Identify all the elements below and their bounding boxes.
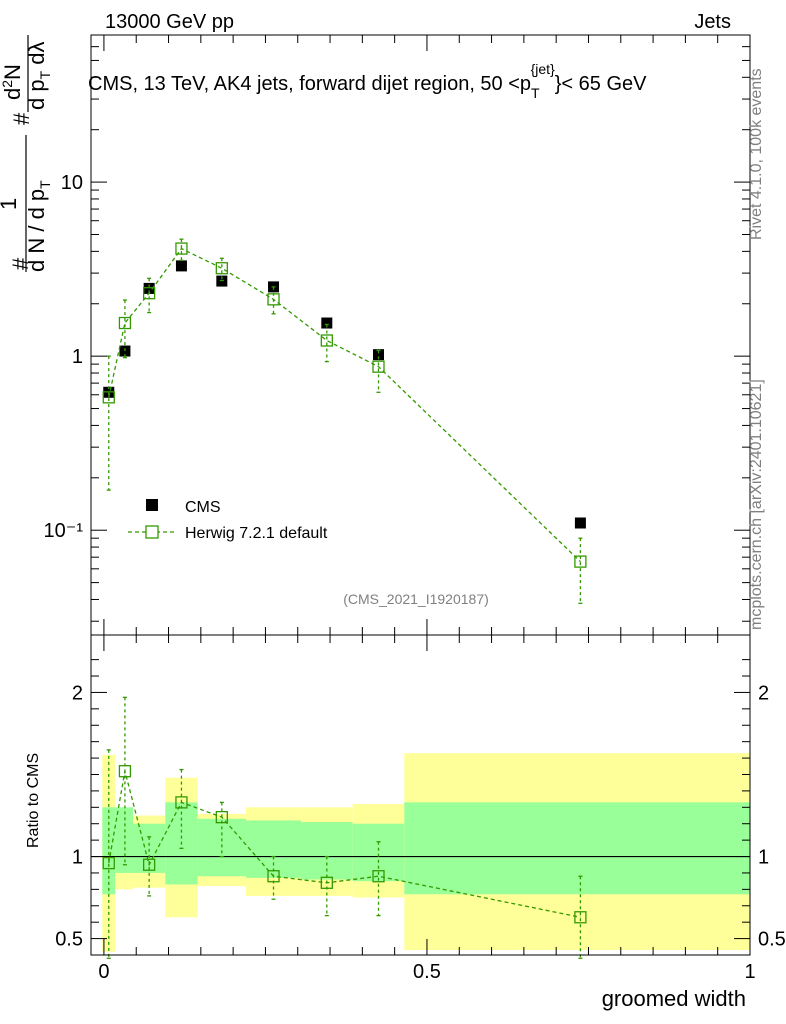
x-tick-label: 0.5 — [413, 961, 441, 983]
x-tick-label: 1 — [744, 961, 755, 983]
herwig-data-point — [102, 391, 115, 404]
x-tick-label: 0 — [98, 961, 109, 983]
ratio-data-point — [372, 870, 385, 883]
ratio-data-point — [267, 870, 280, 883]
ratio-y-tick-label-right: 0.5 — [758, 929, 786, 951]
header-energy: 13000 GeV pp — [105, 11, 234, 33]
ratio-band-inner — [352, 823, 405, 882]
herwig-data-point — [267, 293, 280, 306]
svg-text:#: # — [8, 257, 33, 270]
ratio-uncertainty-bands — [91, 753, 750, 952]
ratio-y-tick-label-left: 1 — [72, 847, 83, 869]
legend-cms-marker — [146, 499, 158, 511]
herwig-data-point — [574, 555, 587, 568]
main-y-tick-label: 10 — [61, 172, 83, 194]
x-axis-label: groomed width — [602, 986, 746, 1011]
ratio-y-tick-label-right: 1 — [758, 847, 769, 869]
ratio-plot-marks — [102, 696, 587, 959]
herwig-data-point — [320, 334, 333, 347]
main-plot-frame — [90, 34, 751, 636]
legend-herwig-label: Herwig 7.2.1 default — [185, 525, 328, 542]
ratio-data-point — [320, 876, 333, 889]
cms-data-point — [321, 317, 333, 329]
ratio-data-point — [118, 765, 132, 778]
legend-herwig-marker — [145, 525, 159, 539]
ratio-y-tick-label-left: 0.5 — [55, 929, 83, 951]
herwig-data-point — [215, 262, 228, 275]
ratio-y-axis-label: Ratio to CMS — [25, 753, 42, 848]
ratio-band-inner — [102, 807, 116, 895]
main-plot-marks — [102, 238, 587, 604]
side-label-rivet: Rivet 4.1.0, 100k events — [748, 68, 765, 240]
herwig-data-point — [118, 316, 132, 330]
svg-text:d pT dλ: d pT dλ — [24, 41, 53, 110]
cms-data-point — [175, 260, 187, 272]
ratio-data-point — [175, 796, 188, 809]
ratio-plot-frame — [90, 634, 751, 956]
ratio-data-point — [102, 856, 115, 870]
ratio-y-tick-label-left: 2 — [72, 682, 83, 704]
cms-data-point — [143, 282, 155, 294]
herwig-data-point — [175, 242, 188, 255]
svg-text:d N / d pT: d N / d pT — [24, 180, 53, 272]
herwig-line — [108, 247, 581, 563]
cms-data-point — [373, 349, 385, 361]
main-y-tick-label: 1 — [72, 346, 83, 368]
main-y-tick-label: 10⁻¹ — [44, 520, 84, 542]
svg-text:1: 1 — [0, 198, 21, 210]
ratio-band-inner — [246, 820, 301, 878]
ratio-y-tick-label-right: 2 — [758, 682, 769, 704]
side-label-mcplots: mcplots.cern.ch [arXiv:2401.10621] — [748, 379, 765, 630]
legend: CMS Herwig 7.2.1 default — [128, 499, 328, 542]
legend-cms-label: CMS — [185, 499, 221, 516]
herwig-data-point — [372, 360, 385, 373]
herwig-data-point — [142, 287, 156, 300]
analysis-watermark: (CMS_2021_I1920187) — [343, 591, 489, 607]
ratio-band-inner — [404, 802, 750, 895]
plot-title: CMS, 13 TeV, AK4 jets, forward dijet reg… — [88, 61, 647, 101]
main-y-axis-label: # 1 d N / d pT # d2N d pT dλ — [0, 35, 53, 272]
ratio-data-point — [142, 858, 156, 871]
ratio-band-inner — [115, 807, 133, 873]
svg-text:d2N: d2N — [0, 64, 25, 100]
cms-data-point — [574, 517, 586, 529]
ratio-data-point — [215, 811, 228, 824]
header-category: Jets — [694, 11, 731, 33]
ratio-data-point — [574, 911, 587, 924]
svg-text:#: # — [9, 112, 34, 125]
